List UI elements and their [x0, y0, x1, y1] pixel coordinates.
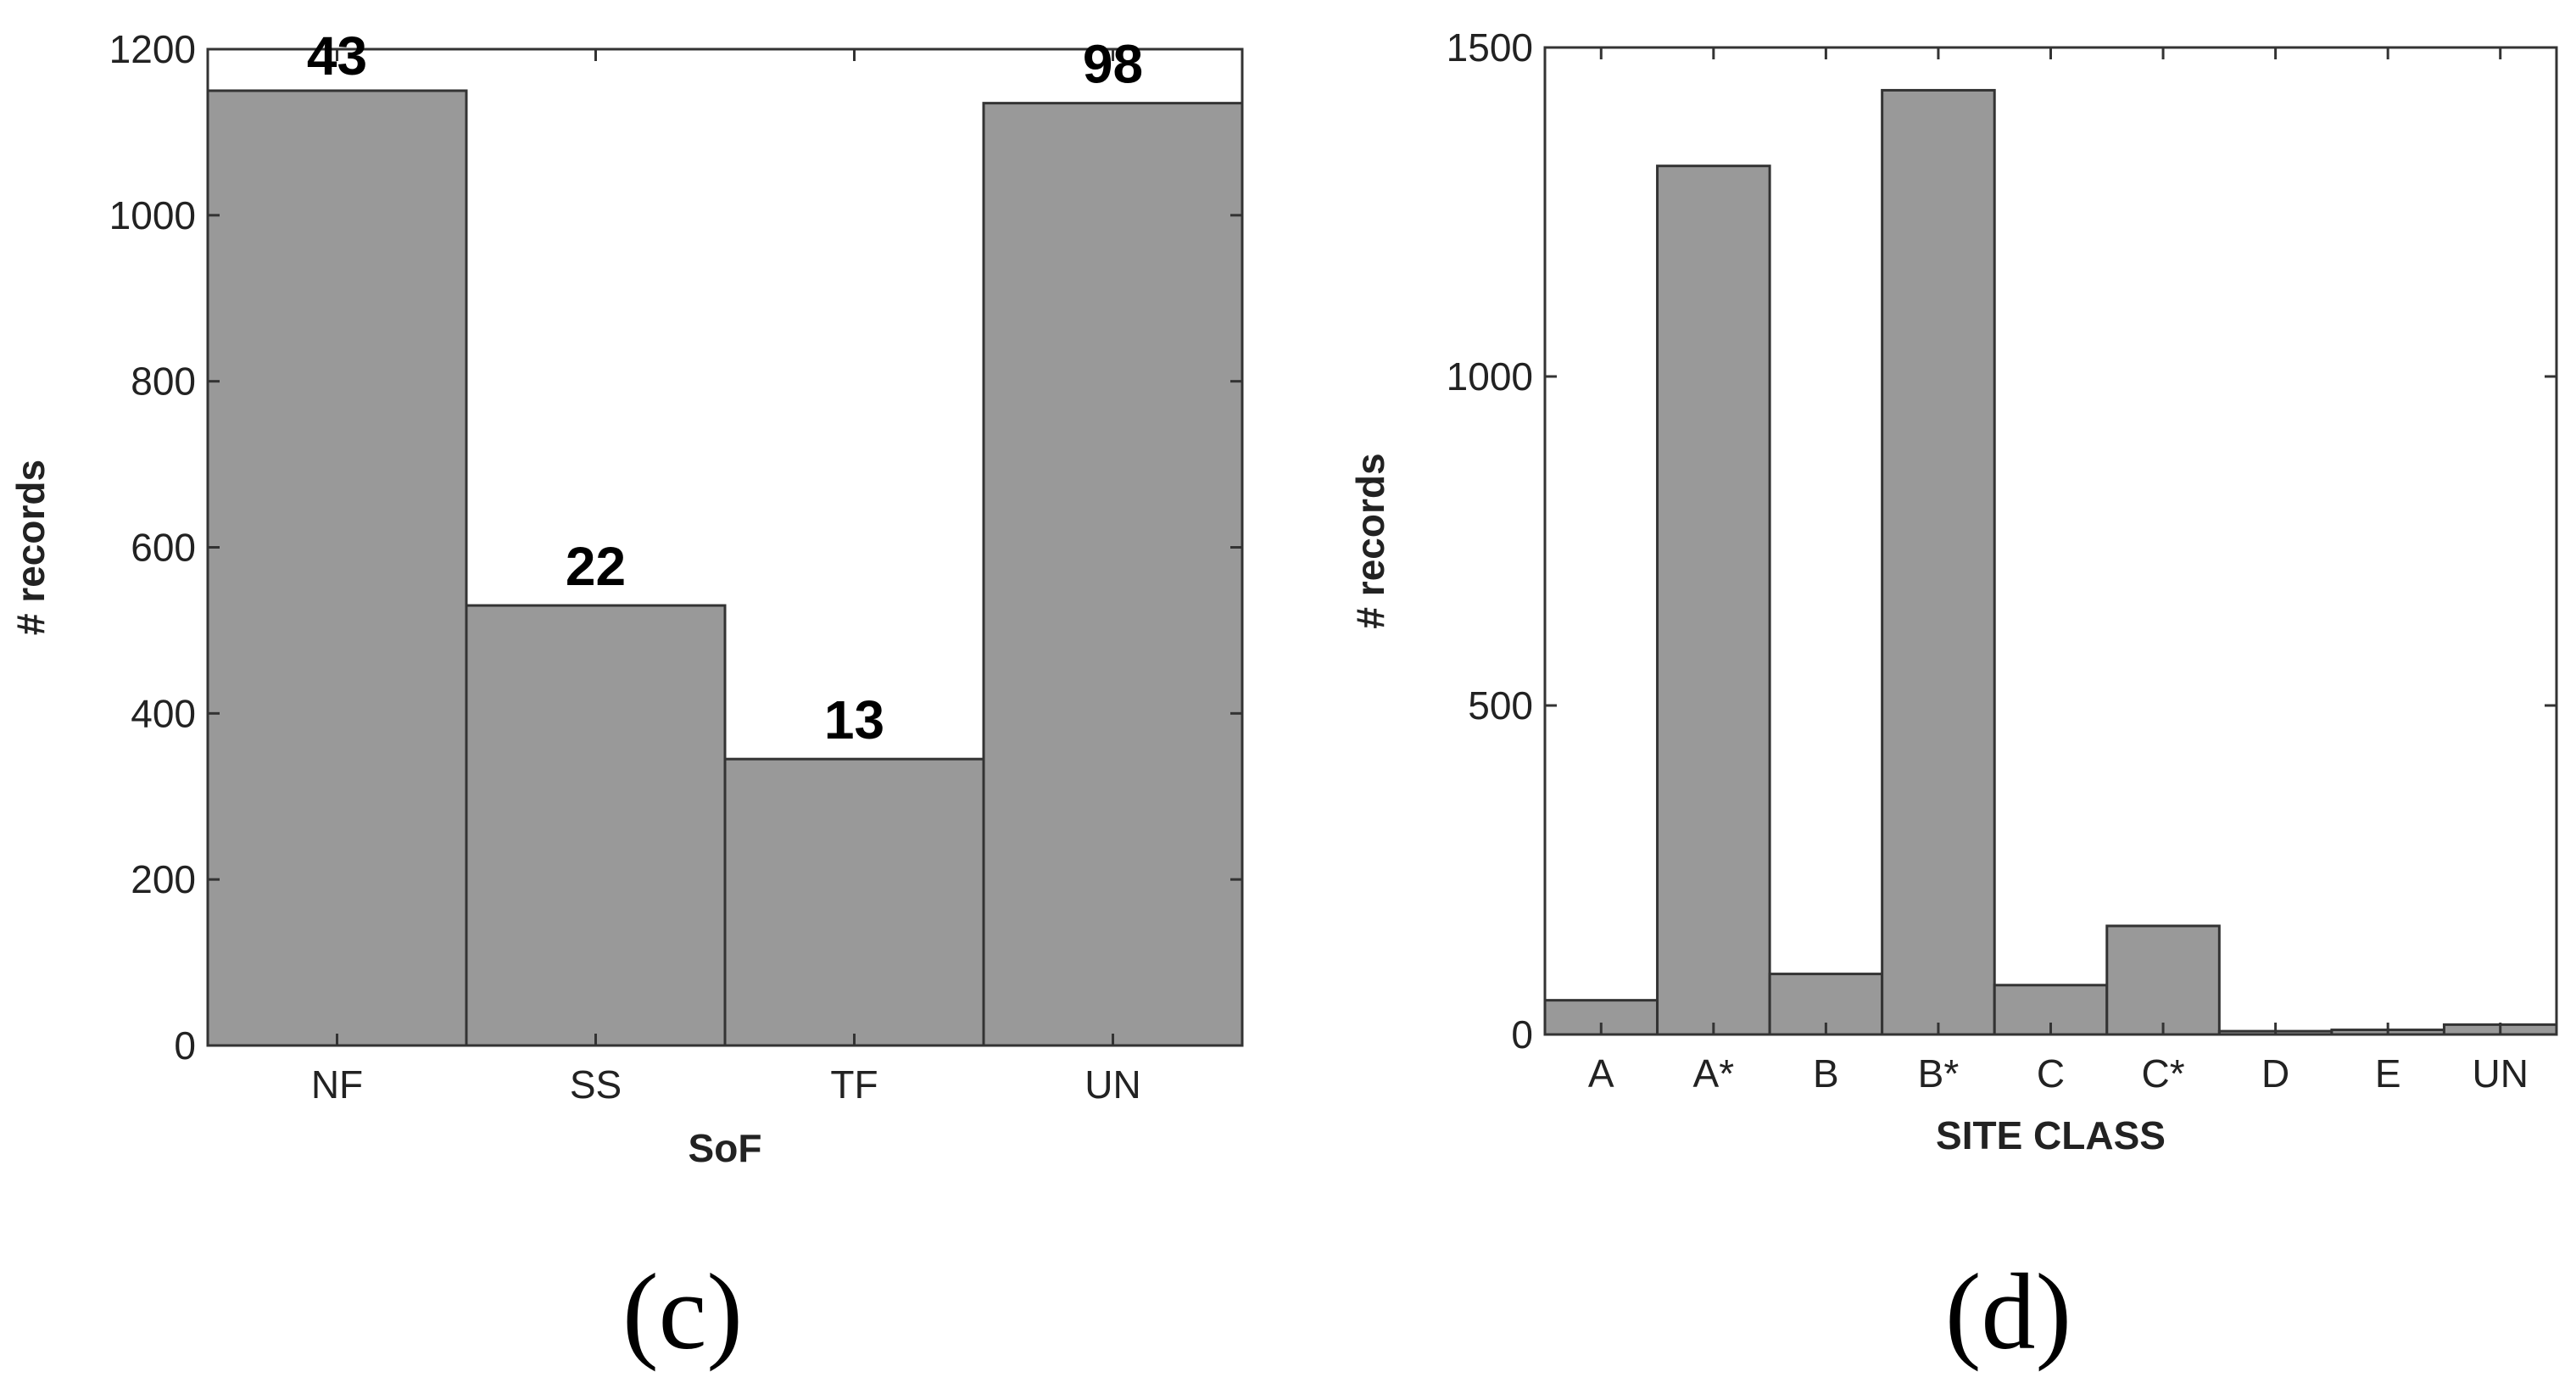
y-tick-label: 600 [131, 526, 196, 570]
x-tick-label: B* [1918, 1051, 1960, 1096]
x-axis-label: SoF [689, 1126, 762, 1170]
x-tick-label: UN [1084, 1062, 1140, 1107]
y-tick-label: 1000 [109, 193, 196, 237]
bar-data-label: 22 [566, 536, 626, 597]
x-axis-ticks: NF SS TF UN [311, 49, 1141, 1107]
y-tick-label: 0 [174, 1023, 196, 1068]
y-tick-label: 200 [131, 857, 196, 901]
bar-data-label: 98 [1083, 34, 1143, 95]
x-axis-ticks: A A* B B* C C* D E UN [1588, 47, 2529, 1096]
data-labels: 43 22 13 98 [307, 25, 1143, 750]
bar-data-label: 13 [824, 689, 884, 750]
x-tick-label: SS [570, 1062, 622, 1107]
y-tick-label: 800 [131, 360, 196, 404]
x-tick-label: NF [311, 1062, 363, 1107]
x-tick-label: B [1813, 1051, 1839, 1096]
bar-A* [1656, 164, 1771, 1036]
y-axis-label: # records [8, 460, 53, 635]
chart-panel-d: 0 500 1000 1500 A A* B B* C C* D E UN SITE CLASS # … [1348, 25, 2558, 1372]
y-axis-ticks: 0 200 400 600 800 1000 1200 [109, 27, 1242, 1068]
bar-UN [982, 102, 1244, 1047]
x-tick-label: TF [830, 1062, 878, 1107]
x-tick-label: C* [2141, 1051, 2184, 1096]
y-tick-label: 1500 [1447, 25, 1533, 70]
bar-SS [465, 604, 727, 1047]
bars [206, 89, 1244, 1047]
bar-C* [2105, 924, 2221, 1036]
x-tick-label: A* [1693, 1051, 1735, 1096]
x-tick-label: UN [2472, 1051, 2528, 1096]
y-tick-label: 1200 [109, 27, 196, 71]
x-tick-label: D [2261, 1051, 2289, 1096]
panel-label: (c) [622, 1252, 743, 1372]
x-tick-label: C [2037, 1051, 2065, 1096]
x-axis-label: SITE CLASS [1936, 1113, 2166, 1157]
y-tick-label: 1000 [1447, 354, 1533, 399]
bars [1543, 88, 2558, 1036]
y-tick-label: 400 [131, 691, 196, 735]
y-axis-ticks: 0 500 1000 1500 [1447, 25, 2556, 1057]
panel-label: (d) [1945, 1252, 2071, 1372]
bar-data-label: 43 [307, 25, 367, 86]
y-axis-label: # records [1348, 453, 1392, 628]
x-tick-label: E [2375, 1051, 2401, 1096]
y-tick-label: 0 [1511, 1012, 1533, 1057]
x-tick-label: A [1588, 1051, 1614, 1096]
bar-TF [723, 757, 985, 1047]
y-tick-label: 500 [1468, 683, 1533, 728]
bar-B* [1881, 88, 1996, 1036]
bar-NF [206, 89, 468, 1047]
